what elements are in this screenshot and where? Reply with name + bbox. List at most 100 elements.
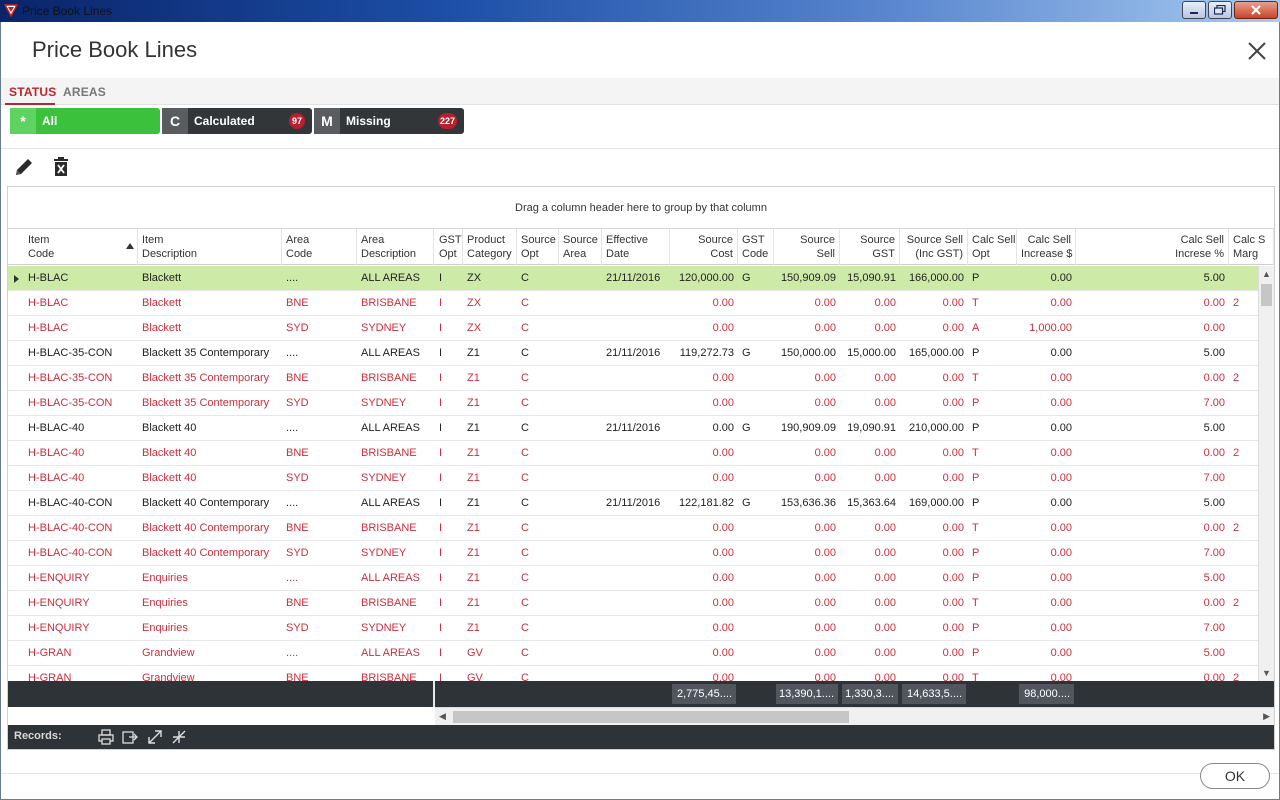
- cell-item-code[interactable]: H-BLAC-35-CON: [28, 347, 113, 359]
- cell-source-area[interactable]: [559, 366, 602, 391]
- table-row[interactable]: H-BLAC-40-CON Blackett 40 Contemporary BNE…: [8, 516, 1258, 541]
- cell-effective-date[interactable]: [602, 441, 670, 466]
- cell-calc-sell-opt[interactable]: T: [972, 672, 979, 681]
- cell-source-gst[interactable]: 0.00: [874, 447, 896, 459]
- cell-source-sell-inc-gst[interactable]: 0.00: [942, 447, 964, 459]
- cell-area-code[interactable]: SYD: [286, 547, 309, 559]
- cell-item-code[interactable]: H-BLAC-40-CON: [28, 522, 113, 534]
- cell-source-sell[interactable]: 0.00: [814, 672, 836, 681]
- table-row[interactable]: H-BLAC Blackett.... ALL AREAS I ZX C 21/11/201…: [8, 266, 1258, 291]
- cell-source-area[interactable]: [559, 591, 602, 616]
- table-row[interactable]: H-BLAC-35-CON Blackett 35 Contemporary...…: [8, 341, 1258, 366]
- cell-source-sell-inc-gst[interactable]: 0.00: [942, 297, 964, 309]
- cell-gst-opt[interactable]: I: [439, 497, 443, 509]
- cell-calc-sell-increase[interactable]: 0.00: [1050, 297, 1072, 309]
- cell-area-description[interactable]: ALL AREAS: [361, 272, 420, 284]
- column-header-source-sell[interactable]: Source Sell: [774, 229, 840, 265]
- cell-calc-sell-increse[interactable]: 7.00: [1203, 547, 1225, 559]
- cell-source-gst[interactable]: 0.00: [874, 597, 896, 609]
- cell-gst-opt[interactable]: I: [439, 447, 443, 459]
- cell-area-description[interactable]: BRISBANE: [361, 447, 417, 459]
- cell-item-description[interactable]: Grandview: [142, 672, 195, 681]
- cell-calc-s-marg[interactable]: [1229, 341, 1258, 366]
- cell-item-code[interactable]: H-BLAC: [28, 272, 69, 284]
- table-row[interactable]: H-BLAC-40 Blackett 40.... ALL AREAS I Z1 C 21/…: [8, 416, 1258, 441]
- cell-source-sell[interactable]: 150,909.09: [780, 272, 836, 284]
- cell-source-opt[interactable]: C: [521, 497, 529, 509]
- cell-source-cost[interactable]: 0.00: [712, 297, 734, 309]
- cell-calc-s-marg[interactable]: 2: [1233, 297, 1240, 309]
- cell-source-opt[interactable]: C: [521, 297, 529, 309]
- cell-area-code[interactable]: ....: [286, 572, 299, 584]
- cell-calc-sell-increase[interactable]: 0.00: [1050, 422, 1072, 434]
- cell-gst-opt[interactable]: I: [439, 572, 443, 584]
- cell-gst-code[interactable]: [738, 616, 774, 641]
- cell-calc-sell-increase[interactable]: 0.00: [1050, 472, 1072, 484]
- cell-source-opt[interactable]: C: [521, 397, 529, 409]
- cell-source-area[interactable]: [559, 516, 602, 541]
- cell-source-sell-inc-gst[interactable]: 166,000.00: [908, 272, 964, 284]
- cell-source-area[interactable]: [559, 566, 602, 591]
- cell-source-sell[interactable]: 0.00: [814, 522, 836, 534]
- cell-gst-code[interactable]: G: [742, 422, 751, 434]
- cell-calc-sell-increse[interactable]: 5.00: [1203, 572, 1225, 584]
- cell-item-code[interactable]: H-BLAC-40: [28, 422, 85, 434]
- cell-source-sell-inc-gst[interactable]: 0.00: [942, 397, 964, 409]
- cell-effective-date[interactable]: [602, 291, 670, 316]
- cell-calc-s-marg[interactable]: [1229, 616, 1258, 641]
- cell-source-opt[interactable]: C: [521, 597, 529, 609]
- cell-item-code[interactable]: H-BLAC: [28, 322, 69, 334]
- cell-item-description[interactable]: Blackett 35 Contemporary: [142, 397, 270, 409]
- cell-effective-date[interactable]: [602, 391, 670, 416]
- cell-calc-sell-increase[interactable]: 0.00: [1050, 672, 1072, 681]
- cell-calc-sell-increase[interactable]: 0.00: [1050, 572, 1072, 584]
- cell-gst-code[interactable]: [738, 516, 774, 541]
- cell-calc-sell-increase[interactable]: 0.00: [1050, 547, 1072, 559]
- cell-calc-s-marg[interactable]: [1229, 316, 1258, 341]
- cell-area-code[interactable]: ....: [286, 647, 299, 659]
- table-row[interactable]: H-BLAC-40-CON Blackett 40 Contemporary SYD…: [8, 541, 1258, 566]
- cell-source-sell[interactable]: 150,000.00: [780, 347, 836, 359]
- cell-calc-s-marg[interactable]: 2: [1233, 372, 1240, 384]
- cell-source-sell[interactable]: 0.00: [814, 622, 836, 634]
- cell-calc-s-marg[interactable]: [1229, 391, 1258, 416]
- cell-source-sell[interactable]: 0.00: [814, 472, 836, 484]
- cell-calc-sell-increse[interactable]: 5.00: [1203, 347, 1225, 359]
- column-header-effective-date[interactable]: Effective Date: [602, 229, 670, 265]
- cell-source-sell-inc-gst[interactable]: 0.00: [942, 472, 964, 484]
- cell-source-gst[interactable]: 15,000.00: [847, 347, 896, 359]
- cell-item-description[interactable]: Grandview: [142, 647, 195, 659]
- column-header-area-description[interactable]: Area Description: [357, 229, 434, 265]
- column-header-item-code[interactable]: Item Code: [24, 229, 138, 265]
- cell-area-code[interactable]: SYD: [286, 472, 309, 484]
- cell-source-opt[interactable]: C: [521, 647, 529, 659]
- cell-item-description[interactable]: Blackett: [142, 322, 182, 334]
- cell-source-area[interactable]: [559, 491, 602, 516]
- cell-gst-opt[interactable]: I: [439, 522, 443, 534]
- cell-gst-opt[interactable]: I: [439, 647, 443, 659]
- cell-gst-code[interactable]: [738, 541, 774, 566]
- cell-calc-sell-opt[interactable]: P: [972, 472, 980, 484]
- cell-source-cost[interactable]: 0.00: [712, 647, 734, 659]
- column-header-source-area[interactable]: Source Area: [559, 229, 602, 265]
- cell-source-area[interactable]: [559, 641, 602, 666]
- ok-button[interactable]: OK: [1200, 763, 1270, 789]
- cell-calc-s-marg[interactable]: 2: [1233, 597, 1240, 609]
- table-row[interactable]: H-BLAC Blackett SYD SYDNEY I ZX C 0.00 0.00 0.00 0…: [8, 316, 1258, 341]
- cell-effective-date[interactable]: 21/11/2016: [606, 347, 661, 359]
- cell-product-category[interactable]: GV: [467, 672, 483, 681]
- cell-calc-sell-opt[interactable]: P: [972, 622, 980, 634]
- cell-source-sell[interactable]: 0.00: [814, 397, 836, 409]
- scroll-up-icon[interactable]: ▲: [1262, 269, 1271, 279]
- cell-gst-opt[interactable]: I: [439, 672, 443, 681]
- cell-calc-s-marg[interactable]: [1229, 266, 1258, 291]
- scroll-down-icon[interactable]: ▼: [1262, 668, 1271, 678]
- cell-calc-sell-increse[interactable]: 0.00: [1203, 672, 1225, 681]
- cell-gst-code[interactable]: [738, 291, 774, 316]
- cell-source-area[interactable]: [559, 266, 602, 291]
- filter-all[interactable]: * All: [10, 108, 160, 134]
- cell-calc-sell-opt[interactable]: P: [972, 547, 980, 559]
- cell-area-description[interactable]: SYDNEY: [361, 622, 407, 634]
- cell-effective-date[interactable]: [602, 466, 670, 491]
- cell-source-sell[interactable]: 0.00: [814, 297, 836, 309]
